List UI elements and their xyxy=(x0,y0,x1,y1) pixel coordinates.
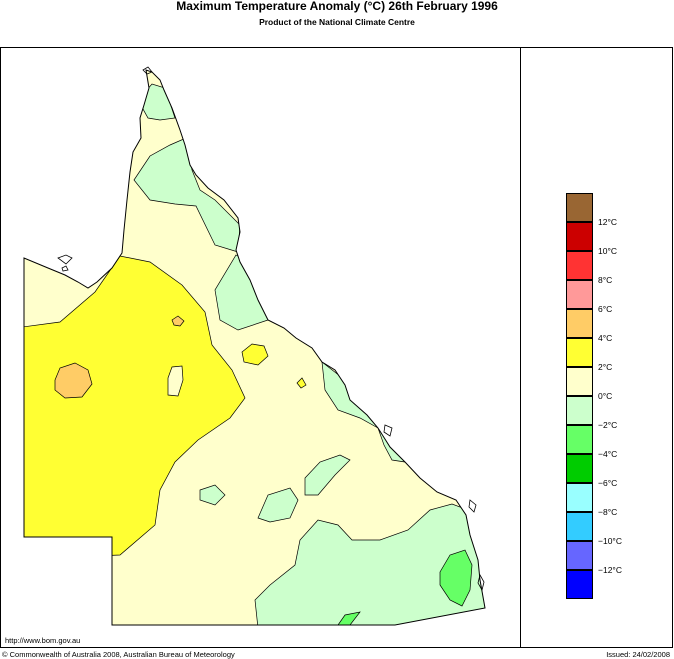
legend-tick-label: 0°C xyxy=(598,391,613,401)
zone-minus2-to-minus4-south xyxy=(337,611,361,625)
legend-tick-label: 2°C xyxy=(598,362,613,372)
legend-swatch xyxy=(566,570,593,599)
zone-4-to-6-small xyxy=(171,315,185,327)
legend-tick-label: −6°C xyxy=(598,478,618,488)
legend-swatch xyxy=(566,309,593,338)
legend-tick-label: −2°C xyxy=(598,420,618,430)
queensland-anomaly-map xyxy=(23,66,486,626)
island-gulf-2 xyxy=(61,265,69,272)
legend-tick-label: −8°C xyxy=(598,507,618,517)
legend-swatch xyxy=(566,454,593,483)
legend-swatch xyxy=(566,512,593,541)
legend-swatch xyxy=(566,251,593,280)
legend-tick-label: 12°C xyxy=(598,217,617,227)
legend-swatch xyxy=(566,193,593,222)
legend-tick-label: 10°C xyxy=(598,246,617,256)
island-east-2 xyxy=(468,499,477,513)
legend-tick-label: 6°C xyxy=(598,304,613,314)
legend-divider xyxy=(520,47,521,648)
issued-date: Issued: 24/02/2008 xyxy=(606,650,670,659)
legend-swatch xyxy=(566,367,593,396)
legend-tick-label: −4°C xyxy=(598,449,618,459)
legend-tick-label: 8°C xyxy=(598,275,613,285)
legend-swatch xyxy=(566,280,593,309)
map-subtitle: Product of the National Climate Centre xyxy=(259,17,415,27)
zone-0-to-minus2-cape xyxy=(133,137,241,253)
zone-0-to-2-pocket xyxy=(167,365,184,397)
copyright-notice: © Commonwealth of Australia 2008, Austra… xyxy=(2,650,235,659)
zone-0-to-minus2-south xyxy=(254,503,485,625)
legend-tick-label: 4°C xyxy=(598,333,613,343)
zone-2-to-4-pocket-2 xyxy=(296,377,307,389)
cool-pocket-1 xyxy=(199,484,226,506)
island-north xyxy=(142,66,153,75)
zone-2-to-4-pocket-1 xyxy=(241,343,269,366)
map-title: Maximum Temperature Anomaly (°C) 26th Fe… xyxy=(176,0,498,13)
map-frame xyxy=(0,47,673,648)
legend-tick-label: −12°C xyxy=(598,565,622,575)
legend-swatch xyxy=(566,222,593,251)
website-url[interactable]: http://www.bom.gov.au xyxy=(5,636,81,645)
island-east-1 xyxy=(383,424,393,437)
island-east-3 xyxy=(477,573,485,592)
legend-swatch xyxy=(566,483,593,512)
legend-swatch xyxy=(566,425,593,454)
island-gulf xyxy=(57,254,73,265)
legend-swatch xyxy=(566,396,593,425)
zone-4-to-6-large xyxy=(54,362,93,399)
legend-tick-label: −10°C xyxy=(598,536,622,546)
zone-minus2-to-minus4-east xyxy=(439,549,473,607)
queensland-outline xyxy=(23,69,486,626)
legend-swatch xyxy=(566,541,593,570)
legend-swatch xyxy=(566,338,593,367)
cool-pocket-3 xyxy=(304,454,351,496)
cool-pocket-2 xyxy=(257,487,299,523)
